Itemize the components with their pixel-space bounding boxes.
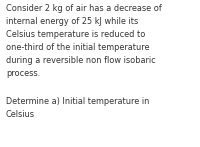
- Text: Determine a) Initial temperature in
Celsius: Determine a) Initial temperature in Cels…: [6, 97, 149, 119]
- Text: Consider 2 kg of air has a decrease of
internal energy of 25 kJ while its
Celsiu: Consider 2 kg of air has a decrease of i…: [6, 4, 162, 78]
